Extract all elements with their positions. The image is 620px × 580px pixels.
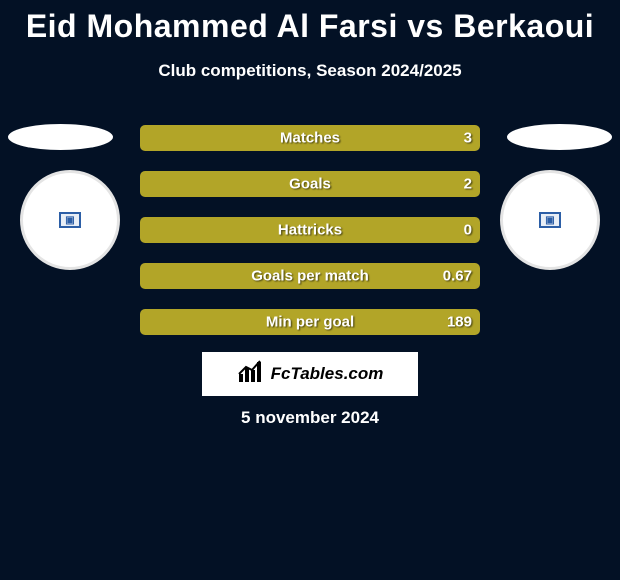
stat-bar-value-right: 0 bbox=[464, 222, 472, 239]
stat-bar-label: Hattricks bbox=[278, 222, 342, 239]
player-left-badge-icon: ▣ bbox=[59, 212, 81, 228]
player-left-shadow-ellipse bbox=[8, 124, 113, 150]
stat-bar-label: Matches bbox=[280, 130, 340, 147]
stat-bar-label: Goals bbox=[289, 176, 331, 193]
brand-box: FcTables.com bbox=[202, 352, 418, 396]
brand-text: FcTables.com bbox=[271, 364, 384, 384]
stat-bar-label: Goals per match bbox=[251, 268, 369, 285]
stat-bar-value-right: 189 bbox=[447, 314, 472, 331]
player-right-badge-icon: ▣ bbox=[539, 212, 561, 228]
title: Eid Mohammed Al Farsi vs Berkaoui bbox=[26, 8, 594, 45]
stat-bar-row: Min per goal 189 bbox=[140, 309, 480, 335]
player-right-shadow-ellipse bbox=[507, 124, 612, 150]
stat-bar-value-right: 0.67 bbox=[443, 268, 472, 285]
stat-bar-label: Min per goal bbox=[266, 314, 354, 331]
stat-bar-row: Hattricks 0 bbox=[140, 217, 480, 243]
subtitle: Club competitions, Season 2024/2025 bbox=[158, 61, 461, 81]
player-right-avatar: ▣ bbox=[500, 170, 600, 270]
player-left-avatar: ▣ bbox=[20, 170, 120, 270]
stat-bar-value-right: 3 bbox=[464, 130, 472, 147]
brand-bars-icon bbox=[237, 360, 265, 389]
stat-bar-row: Matches 3 bbox=[140, 125, 480, 151]
stat-bar-value-right: 2 bbox=[464, 176, 472, 193]
stat-bar-row: Goals 2 bbox=[140, 171, 480, 197]
stat-bars: Matches 3 Goals 2 Hattricks 0 Goals per match 0… bbox=[140, 125, 480, 355]
comparison-card: Eid Mohammed Al Farsi vs Berkaoui Club c… bbox=[0, 0, 620, 580]
stat-bar-row: Goals per match 0.67 bbox=[140, 263, 480, 289]
date-line: 5 november 2024 bbox=[0, 408, 620, 428]
